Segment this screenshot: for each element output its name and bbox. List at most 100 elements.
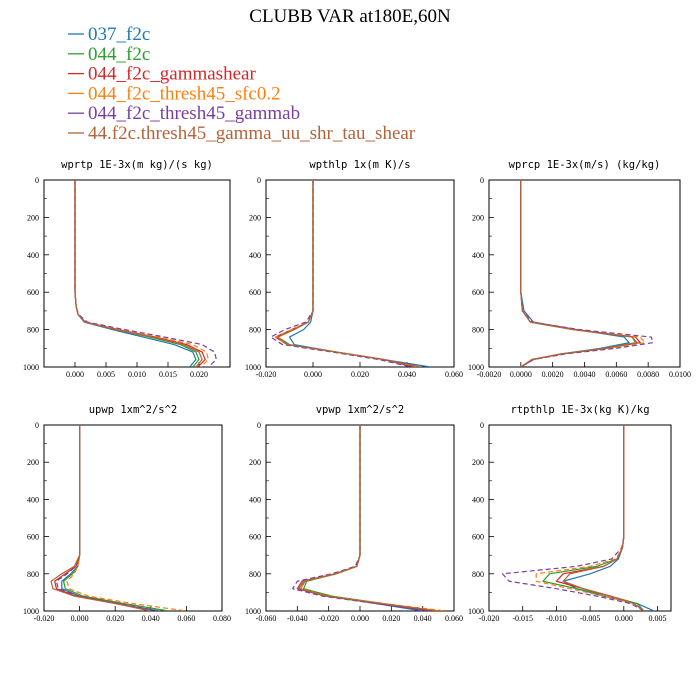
panel-6: rtpthlp 1E-3x(kg K)/kg02004006008001000-… [468,404,672,623]
x-tick-label: -0.005 [580,614,601,623]
x-tick-label: 0.015 [159,370,177,379]
x-tick-label: 0.005 [649,614,667,623]
x-tick-label: -0.010 [546,614,567,623]
panel-2: wpthlp 1x(m K)/s 0 200 400 600 800 1000-0.020 0… [245,159,463,379]
x-tick-label: 0.000 [304,370,322,379]
y-tick-label: 600 [472,288,484,297]
plot-frame [488,424,672,612]
series-line-6 [520,180,638,367]
x-tick-label: 0.0040 [574,370,596,379]
y-tick-label: 400 [249,495,261,504]
panel-title: wprcp 1E-3x(m/s) (kg/kg) [509,159,661,171]
legend-label-4: 044_f2c_thresh45_sfc0.2 [88,83,281,104]
y-tick-label: 400 [472,495,484,504]
y-tick-label: 0 [35,421,39,430]
panel-title: upwp 1xm^2/s^2 [89,404,178,416]
plot-frame [43,424,223,612]
x-tick-label: -0.015 [512,614,533,623]
y-tick-label: 600 [249,288,261,297]
y-tick-label: 400 [27,495,39,504]
x-tick-label: 0.040 [398,370,416,379]
y-tick-label: 600 [27,288,39,297]
x-tick-label: 0.005 [97,370,115,379]
x-tick-label: 0.080 [213,614,231,623]
series-line-6 [277,180,422,367]
y-tick-label: 200 [249,213,261,222]
x-tick-label: 0.0020 [542,370,564,379]
figure-title: CLUBB VAR at180E,60N [249,6,451,27]
y-tick-label: 400 [27,251,39,260]
y-tick-label: 200 [472,213,484,222]
series-line-1 [74,180,197,367]
legend-label-2: 044_f2c [88,44,150,65]
y-tick-label: 800 [27,570,39,579]
x-tick-label: -0.020 [318,614,339,623]
series-line-2 [520,180,637,367]
series-line-2 [74,180,200,367]
panel-title: rtpthlp 1E-3x(kg K)/kg [510,404,649,416]
y-tick-label: 800 [249,570,261,579]
y-tick-label: 200 [27,213,39,222]
series-line-6 [562,425,645,611]
y-tick-label: 600 [27,533,39,542]
series-line-2 [542,425,645,611]
x-tick-label: 0.020 [106,614,124,623]
x-tick-label: 0.020 [351,370,369,379]
series-line-5 [270,180,412,367]
series-line-3 [274,180,415,367]
series-line-1 [288,180,431,367]
y-tick-label: 1000 [23,363,39,372]
y-tick-label: 800 [27,326,39,335]
panels: wprtp 1E-3x(m kg)/(s kg) 0 200 400 600 800 100… [23,159,691,623]
x-tick-label: 0.0100 [669,370,691,379]
series-line-4 [299,425,447,611]
series-line-5 [501,425,645,611]
y-tick-label: 600 [249,533,261,542]
x-tick-label: -0.020 [479,614,500,623]
series-line-1 [61,425,160,611]
x-tick-label: 0.040 [142,614,160,623]
x-tick-label: -0.020 [34,614,55,623]
panel-title: wprtp 1E-3x(m kg)/(s kg) [61,159,213,171]
y-tick-label: 0 [35,176,39,185]
series-line-5 [55,425,160,611]
plot-frame [265,179,455,368]
y-tick-label: 800 [472,570,484,579]
x-tick-label: 0.000 [351,614,369,623]
plot-frame [43,179,231,368]
panel-title: wpthlp 1x(m K)/s [309,159,410,171]
series-line-4 [74,180,209,367]
y-tick-label: 0 [480,421,484,430]
y-tick-label: 1000 [245,363,261,372]
x-tick-label: 0.0000 [510,370,532,379]
x-tick-label: 0.060 [445,614,463,623]
legend-label-1: 037_f2c [88,24,150,45]
legend-label-3: 044_f2c_gammashear [88,64,256,85]
series-line-3 [54,425,151,611]
legend: 037_f2c044_f2c044_f2c_gammashear044_f2c_… [68,24,416,144]
x-tick-label: 0.040 [414,614,432,623]
y-tick-label: 1000 [468,607,484,616]
series-line-1 [520,180,630,367]
series-line-6 [298,425,439,611]
series-line-3 [74,180,206,367]
panel-5: vpwp 1xm^2/s^2 0 200 400 600 800 1000-0.060 -0.… [245,404,463,623]
series-line-2 [277,180,417,367]
x-tick-label: -0.060 [256,614,277,623]
x-tick-label: 0.000 [66,370,84,379]
series-line-3 [296,425,431,611]
legend-label-5: 044_f2c_thresh45_gammab [88,103,300,124]
panel-3: wprcp 1E-3x(m/s) (kg/kg) 0 200 400 600 800 100… [468,159,691,379]
x-tick-label: 0.000 [615,614,633,623]
y-tick-label: 0 [480,176,484,185]
series-line-4 [274,180,419,367]
y-tick-label: 1000 [23,607,39,616]
x-tick-label: 0.000 [71,614,89,623]
y-tick-label: 800 [472,326,484,335]
y-tick-label: 200 [249,458,261,467]
panel-title: vpwp 1xm^2/s^2 [316,404,405,416]
x-tick-label: -0.020 [256,370,277,379]
x-tick-label: 0.020 [190,370,208,379]
y-tick-label: 400 [249,251,261,260]
